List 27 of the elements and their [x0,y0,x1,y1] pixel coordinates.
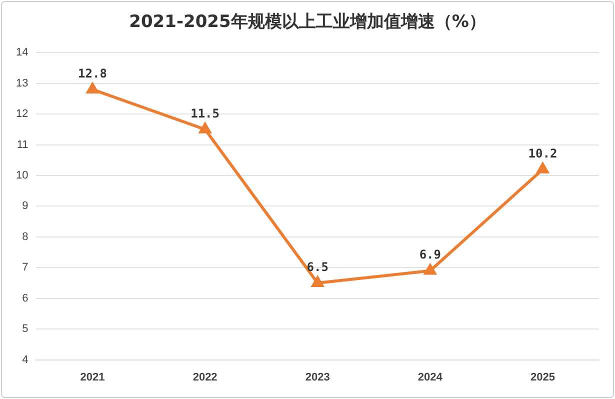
y-tick-label: 5 [22,323,28,336]
y-tick-label: 12 [16,108,28,120]
data-label: 11.5 [190,106,220,120]
x-tick-label: 2024 [418,371,444,384]
x-tick-label: 2023 [305,371,330,384]
y-tick-label: 8 [22,230,28,243]
y-tick-label: 14 [16,46,28,59]
data-label: 10.2 [528,146,558,160]
data-label: 6.5 [306,260,328,274]
y-tick-label: 9 [22,200,28,212]
y-tick-label: 7 [22,262,28,274]
y-tick-label: 4 [22,354,28,366]
point [199,122,211,134]
y-tick-label: 11 [16,138,28,151]
point [312,276,324,287]
y-tick-label: 10 [16,170,28,182]
data-label: 12.8 [78,66,107,80]
x-tick-label: 2022 [192,371,218,384]
point [86,82,98,94]
y-tick-label: 13 [16,77,28,90]
x-tick-label: 2025 [530,371,555,384]
y-tick-label: 6 [22,292,28,304]
chart-title: 2021-2025年规模以上工业增加值增速（%） [128,11,487,33]
data-label: 6.9 [419,248,442,262]
point [536,162,549,174]
point [424,264,436,275]
x-tick-label: 2021 [80,371,105,384]
